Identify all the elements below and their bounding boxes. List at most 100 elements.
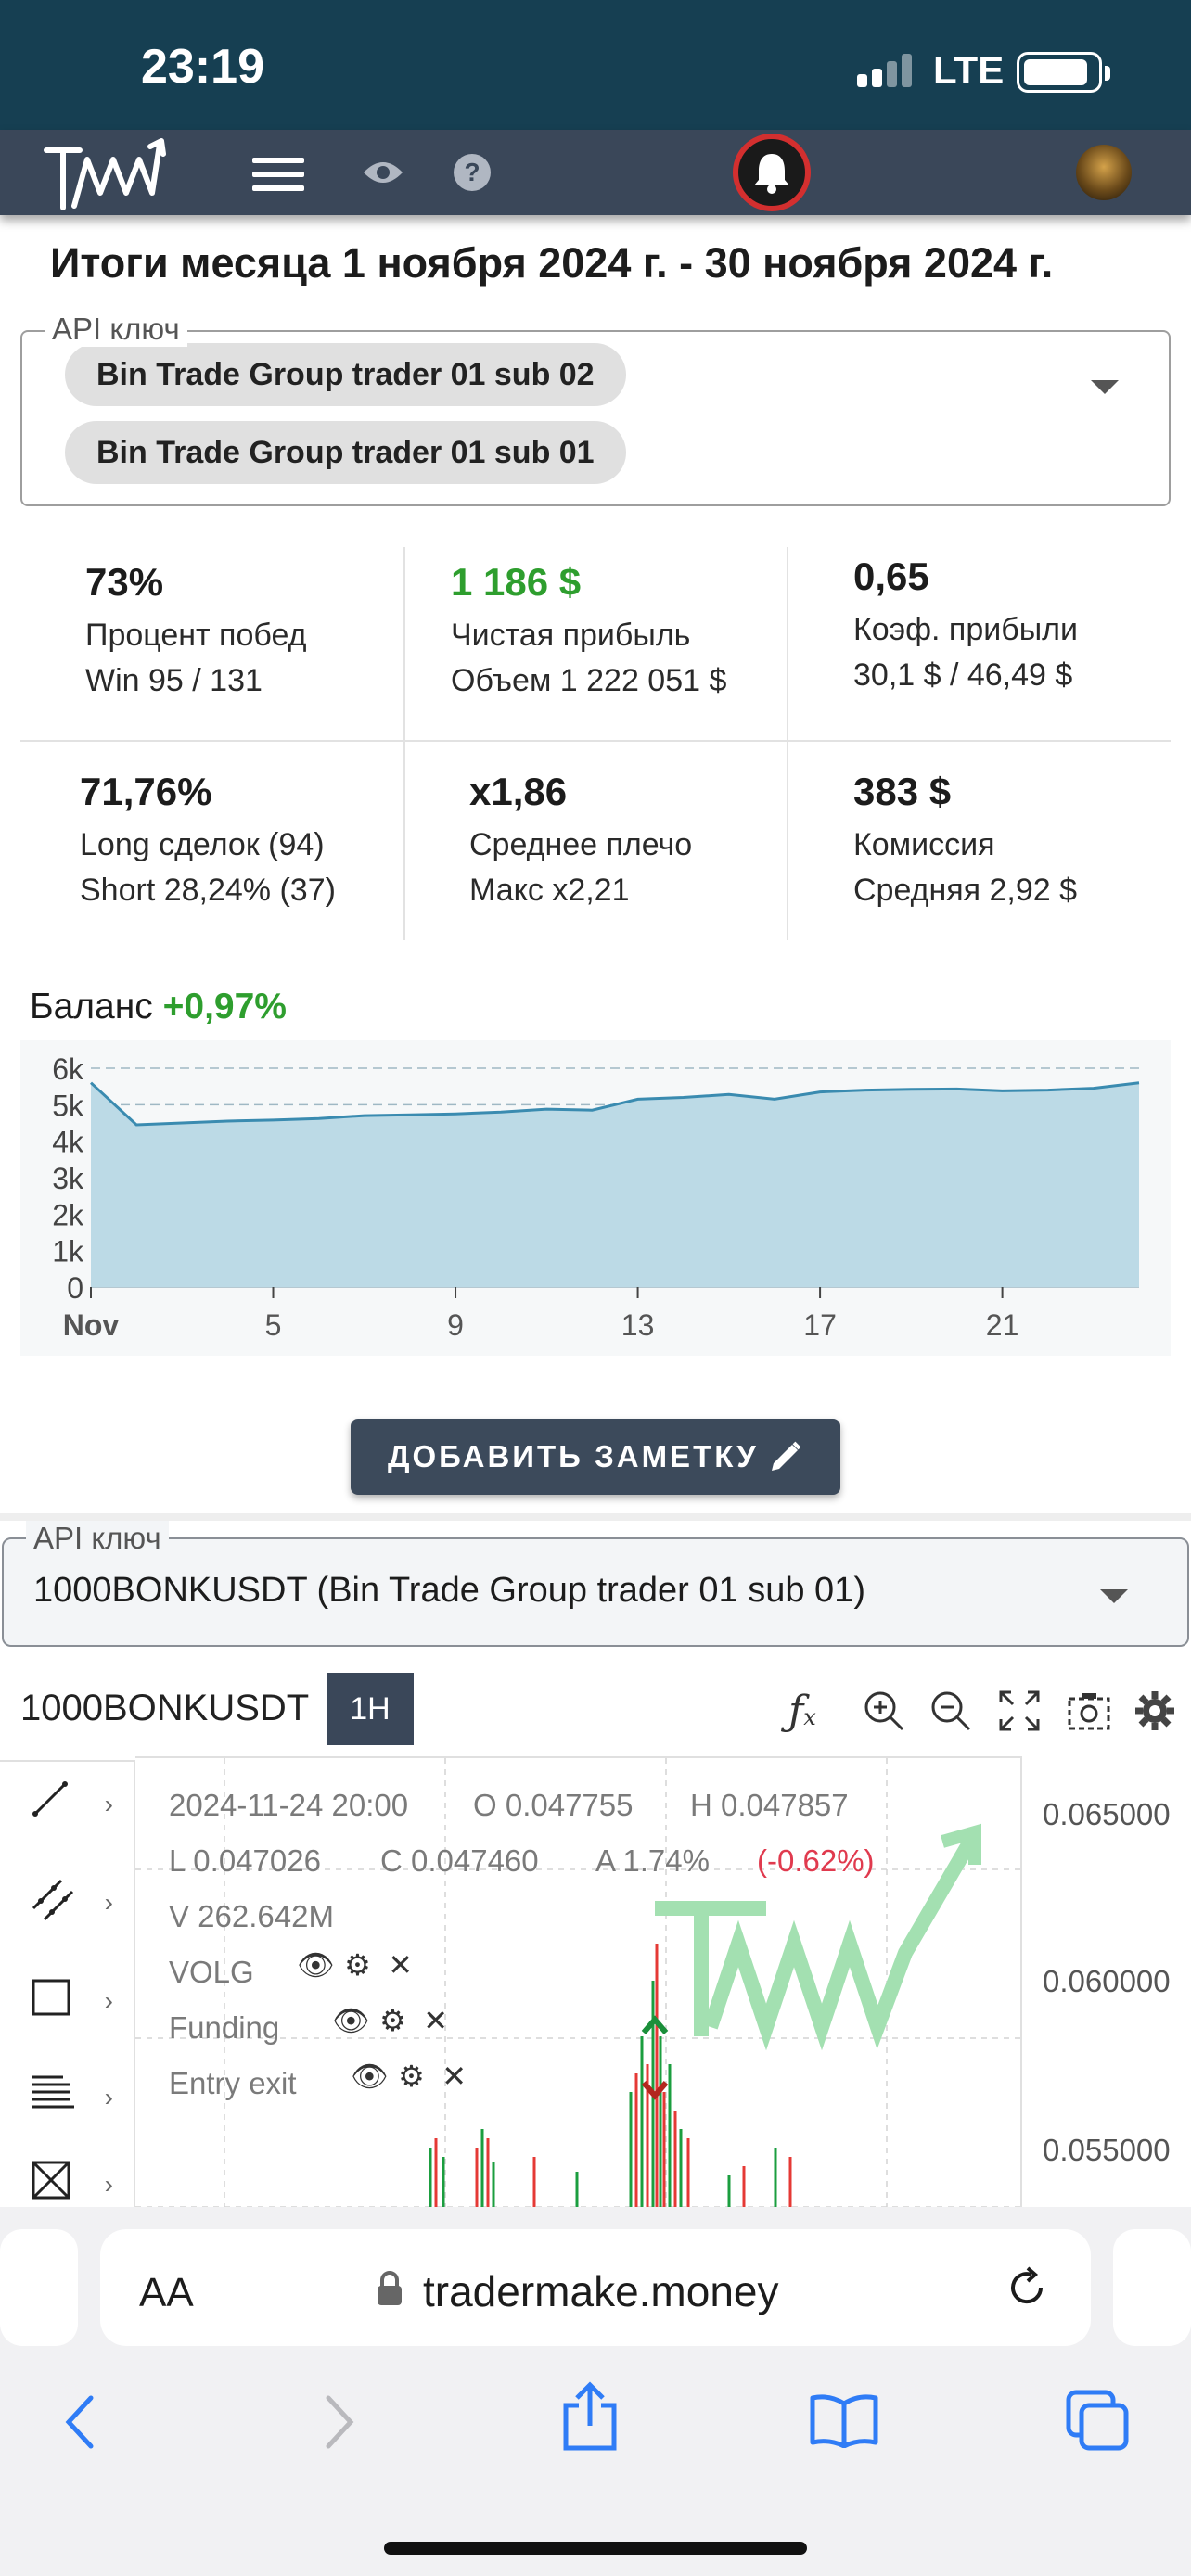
fib-tool[interactable]: › bbox=[30, 2072, 113, 2127]
gear-icon[interactable]: ⚙ bbox=[344, 1948, 371, 1982]
stat-profit-factor: 0,65 Коэф. прибыли 30,1 $ / 46,49 $ bbox=[853, 555, 1078, 693]
api-key-select[interactable]: Bin Trade Group trader 01 sub 02 Bin Tra… bbox=[20, 330, 1171, 506]
lock-icon bbox=[378, 2271, 402, 2305]
drawing-toolbar: › › › › › bbox=[0, 1760, 135, 2207]
y-tick-label: 4k bbox=[52, 1126, 84, 1159]
x-tick-label: 17 bbox=[803, 1308, 837, 1342]
balance-heading: Баланс +0,97% bbox=[30, 987, 287, 1027]
page-title: Итоги месяца 1 ноября 2024 г. - 30 ноябр… bbox=[50, 239, 1054, 287]
balance-label: Баланс bbox=[30, 987, 153, 1027]
balance-area bbox=[91, 1082, 1139, 1287]
reload-icon[interactable] bbox=[1004, 2264, 1050, 2311]
eye-icon[interactable] bbox=[362, 158, 404, 187]
back-icon[interactable] bbox=[61, 2394, 98, 2450]
home-indicator bbox=[384, 2542, 807, 2555]
close-icon[interactable]: ✕ bbox=[388, 1948, 414, 1982]
x-tick-label: 9 bbox=[447, 1308, 464, 1342]
api-key-chip[interactable]: Bin Trade Group trader 01 sub 02 bbox=[65, 343, 626, 406]
zoom-in-icon[interactable] bbox=[863, 1690, 905, 1732]
shape-tool[interactable]: › bbox=[30, 1975, 113, 2031]
close-icon[interactable]: ✕ bbox=[442, 2060, 467, 2093]
stat-commission: 383 $ Комиссия Средняя 2,92 $ bbox=[853, 770, 1078, 908]
next-tab-card[interactable] bbox=[1113, 2229, 1191, 2346]
balance-line bbox=[89, 1081, 1140, 1127]
measure-icon bbox=[32, 2161, 70, 2200]
bell-icon bbox=[754, 154, 789, 194]
share-icon[interactable] bbox=[560, 2381, 620, 2452]
timeframe-button[interactable]: 1H bbox=[327, 1673, 414, 1745]
api-key-select-2[interactable] bbox=[2, 1537, 1189, 1647]
candle-open: O 0.047755 bbox=[473, 1788, 634, 1822]
api-key-chip[interactable]: Bin Trade Group trader 01 sub 01 bbox=[65, 421, 626, 484]
rectangle-icon bbox=[32, 1979, 70, 2016]
function-icon[interactable]: ƒx bbox=[788, 1688, 816, 1735]
x-tick-label: Nov bbox=[63, 1308, 120, 1342]
candle-low: L 0.047026 bbox=[169, 1843, 321, 1878]
help-icon[interactable]: ? bbox=[452, 152, 493, 193]
section-divider bbox=[0, 1513, 1191, 1521]
close-icon[interactable]: ✕ bbox=[423, 2004, 449, 2037]
avatar[interactable] bbox=[1076, 145, 1132, 200]
notifications-button[interactable] bbox=[733, 134, 811, 211]
stat-avg-leverage: x1,86 Среднее плечо Макс x2,21 bbox=[469, 770, 693, 908]
y-tick-label: 2k bbox=[52, 1198, 84, 1231]
gear-icon[interactable]: ⚙ bbox=[398, 2060, 425, 2093]
api-key-label-2: API ключ bbox=[26, 1521, 169, 1556]
indicator-funding-controls: 👁 ⚙ ✕ bbox=[332, 2003, 448, 2038]
url-text[interactable]: tradermake.money bbox=[423, 2267, 779, 2315]
add-note-button[interactable]: ДОБАВИТЬ ЗАМЕТКУ bbox=[351, 1419, 840, 1495]
y-tick-label: 6k bbox=[52, 1052, 84, 1086]
exit-marker bbox=[641, 2081, 669, 2100]
candles-svg bbox=[135, 1758, 1020, 2207]
candle-high: H 0.047857 bbox=[690, 1788, 849, 1822]
balance-change: +0,97% bbox=[162, 987, 287, 1027]
x-tick-label: 13 bbox=[621, 1308, 655, 1342]
line-tool-icon bbox=[32, 1781, 68, 1817]
stat-win-rate: 73% Процент побед Win 95 / 131 bbox=[85, 560, 307, 698]
clock: 23:19 bbox=[141, 40, 264, 94]
stat-long-trades: 71,76% Long сделок (94) Short 28,24% (37… bbox=[80, 770, 336, 908]
zoom-out-icon[interactable] bbox=[929, 1690, 972, 1732]
browser-toolbar bbox=[0, 2346, 1191, 2576]
bookmarks-icon[interactable] bbox=[809, 2392, 879, 2448]
url-bar[interactable] bbox=[100, 2229, 1091, 2346]
menu-icon[interactable] bbox=[252, 158, 304, 191]
eye-icon[interactable]: 👁 bbox=[351, 2060, 389, 2093]
forward-icon[interactable] bbox=[321, 2394, 358, 2450]
prev-tab-card[interactable] bbox=[0, 2229, 78, 2346]
divider bbox=[20, 740, 1171, 742]
screenshot-icon[interactable] bbox=[1067, 1688, 1111, 1732]
channel-tool[interactable]: › bbox=[30, 1877, 113, 1932]
divider bbox=[787, 547, 788, 940]
price-axis: 0.065000 0.060000 0.055000 bbox=[1020, 1756, 1191, 2207]
watermark-logo bbox=[655, 1837, 977, 2051]
fullscreen-icon[interactable] bbox=[998, 1690, 1041, 1732]
eye-icon[interactable]: 👁 bbox=[332, 2004, 370, 2037]
tabs-icon[interactable] bbox=[1065, 2389, 1130, 2452]
candle-volume: V 262.642M bbox=[169, 1899, 334, 1933]
symbol-label: 1000BONKUSDT bbox=[20, 1688, 310, 1728]
measure-tool[interactable]: › bbox=[30, 2159, 113, 2214]
svg-text:?: ? bbox=[464, 158, 480, 186]
battery-icon bbox=[1017, 52, 1110, 93]
fib-levels-icon bbox=[32, 2075, 74, 2109]
chevron-down-icon[interactable] bbox=[1091, 380, 1119, 394]
eye-icon[interactable]: 👁 bbox=[297, 1948, 335, 1982]
y-tick-label: 0 bbox=[67, 1271, 83, 1305]
balance-chart: 0 1k 2k 3k 4k 5k 6k Nov 5 9 13 17 21 bbox=[20, 1040, 1171, 1356]
gear-icon[interactable]: ⚙ bbox=[379, 2004, 406, 2037]
indicator-volg-controls: 👁 ⚙ ✕ bbox=[297, 1947, 413, 1983]
app-header: ? bbox=[0, 130, 1191, 215]
y-tick-label: 3k bbox=[52, 1162, 84, 1195]
y-tick-label: 1k bbox=[52, 1235, 84, 1269]
parallel-channel-icon bbox=[32, 1879, 74, 1921]
reader-settings-button[interactable]: AA bbox=[139, 2270, 194, 2315]
line-tool[interactable]: › bbox=[30, 1779, 113, 1834]
settings-icon[interactable] bbox=[1133, 1690, 1176, 1732]
logo-icon[interactable] bbox=[43, 135, 173, 211]
indicator-entry-exit-controls: 👁 ⚙ ✕ bbox=[351, 2059, 467, 2094]
indicator-entry-exit: Entry exit bbox=[169, 2066, 297, 2100]
chevron-down-icon[interactable] bbox=[1100, 1589, 1128, 1603]
price-chart-area[interactable] bbox=[135, 1756, 1020, 2207]
